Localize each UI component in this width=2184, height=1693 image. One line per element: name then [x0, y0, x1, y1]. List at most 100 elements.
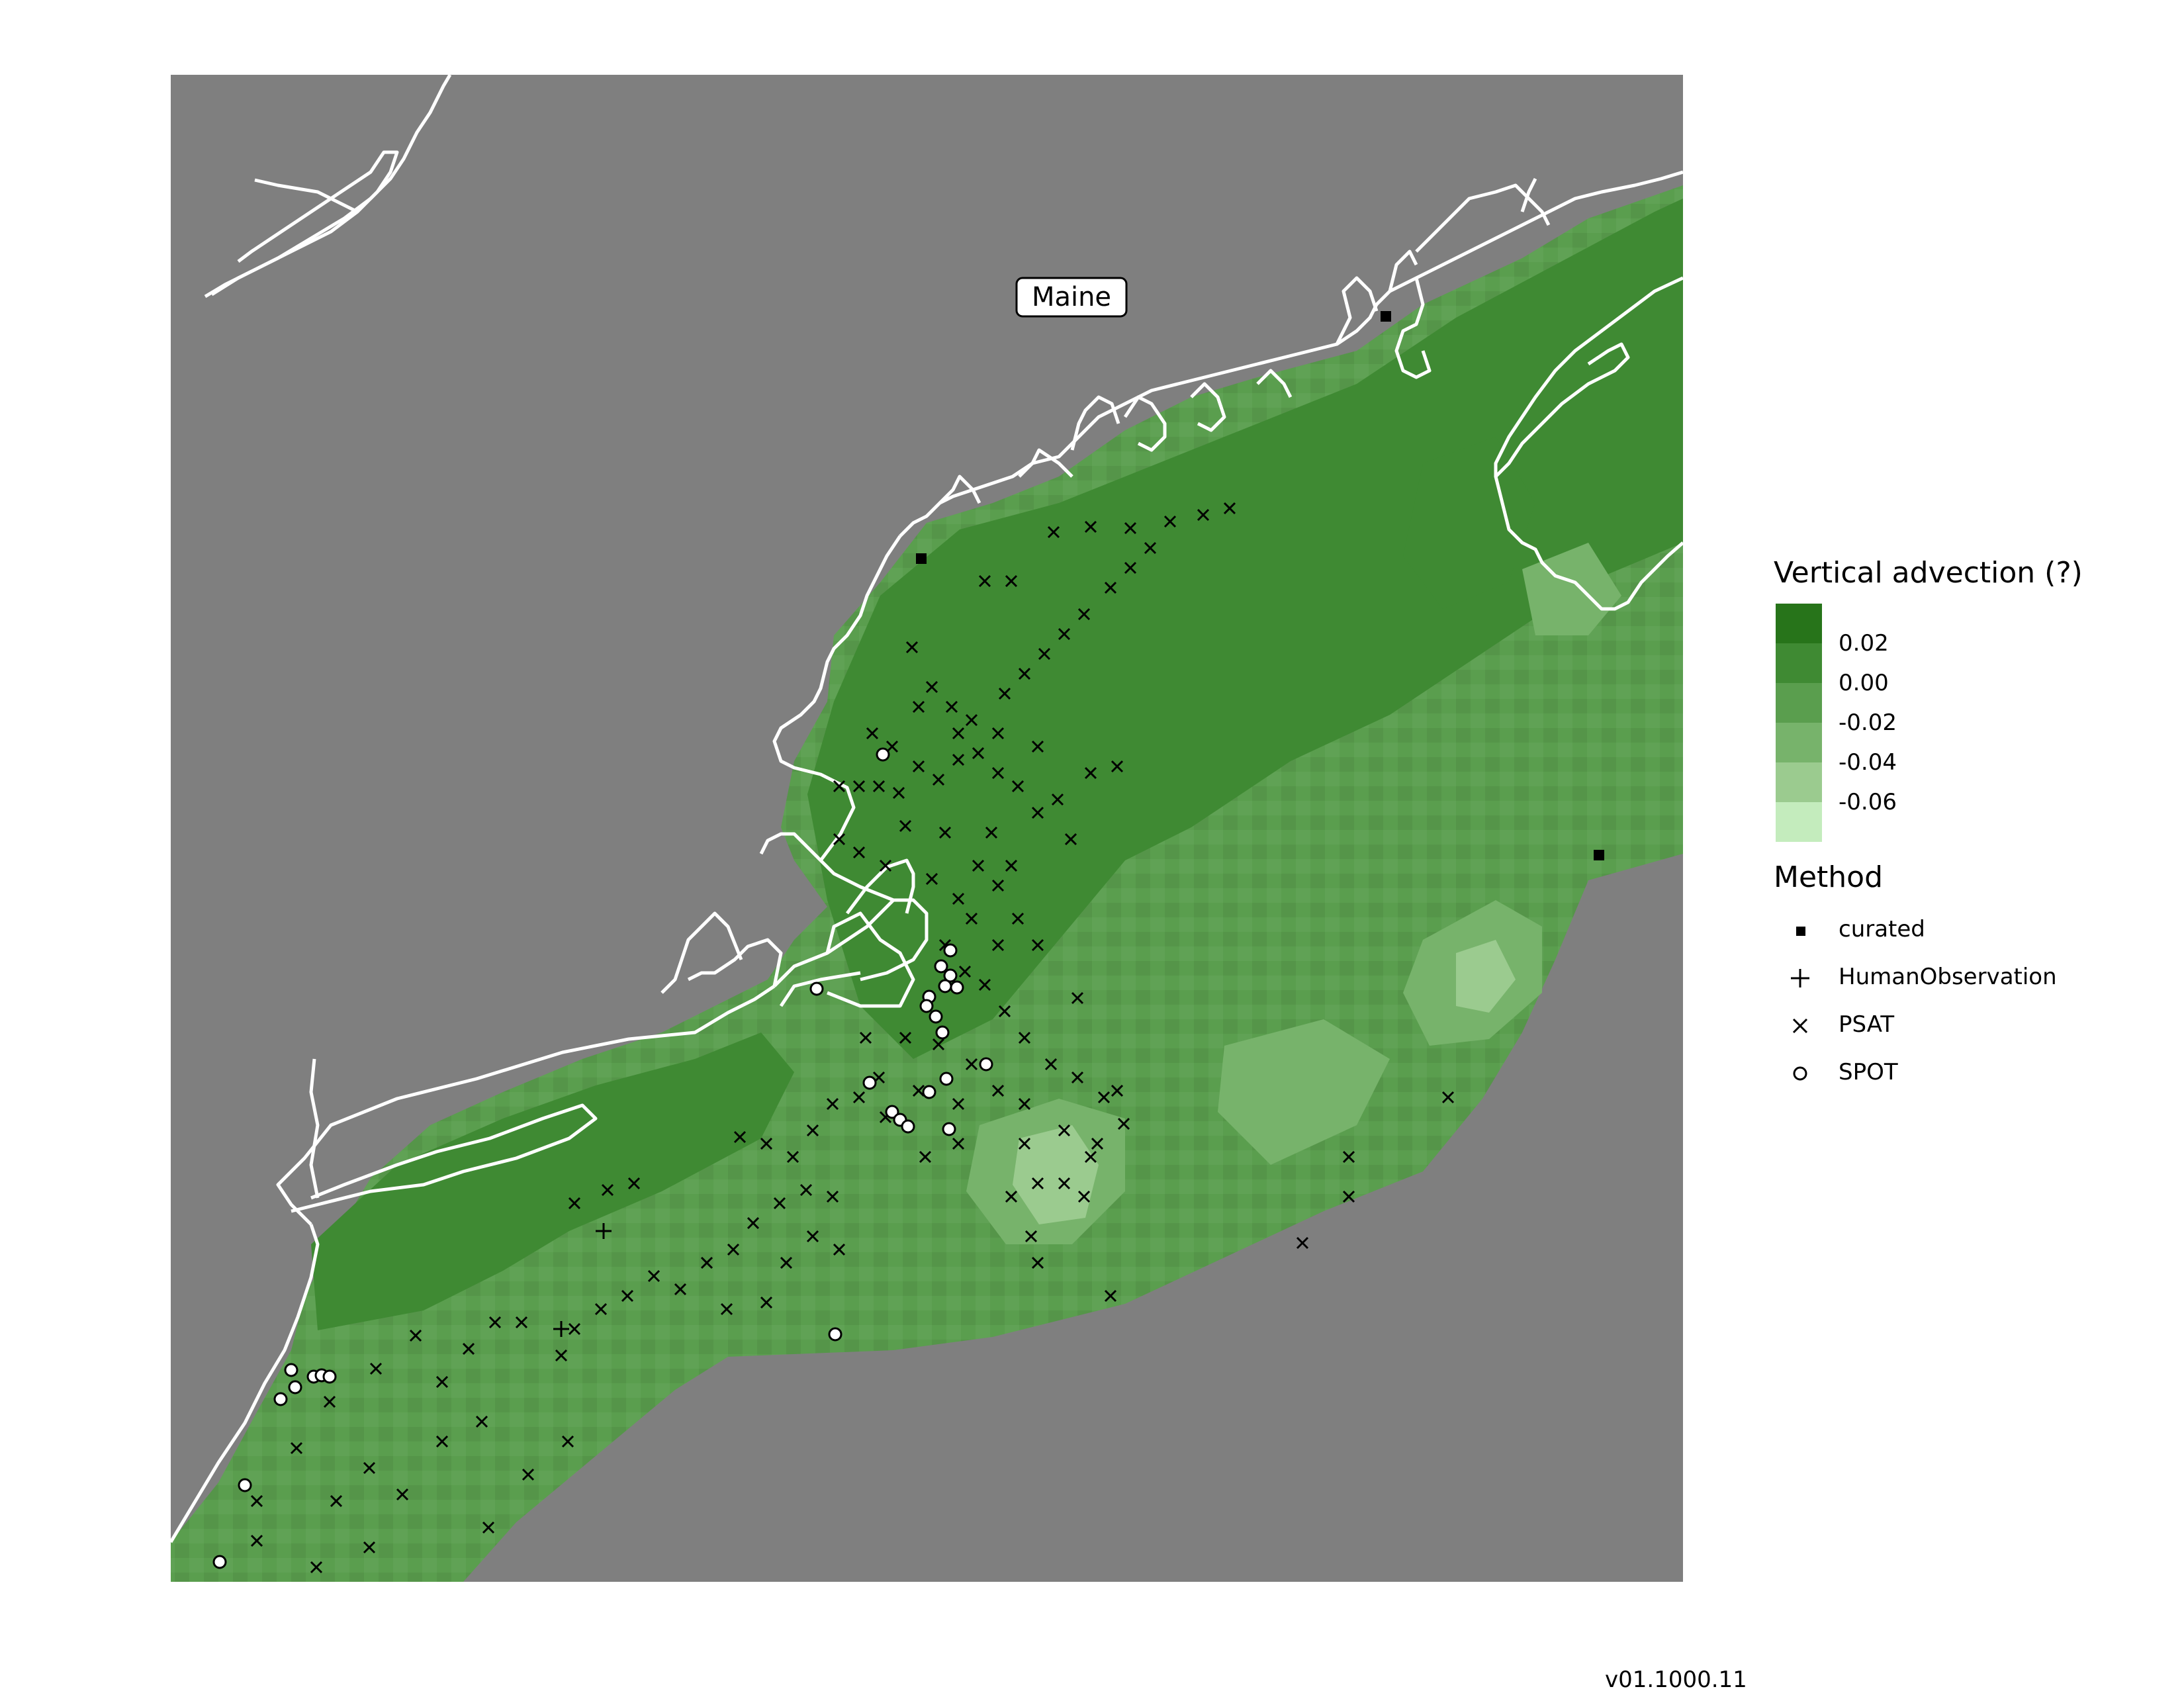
legend-advection-swatch	[1776, 762, 1822, 802]
psat-point	[912, 1084, 925, 1097]
curated-point	[916, 553, 927, 564]
curated-points	[916, 311, 1604, 860]
psat-point	[806, 1124, 819, 1137]
psat-point	[674, 1283, 687, 1296]
psat-point	[1223, 502, 1236, 515]
psat-point	[1071, 991, 1084, 1005]
psat-point	[998, 687, 1011, 700]
psat-point	[330, 1494, 343, 1508]
psat-point	[991, 879, 1005, 892]
psat-point	[363, 1461, 376, 1475]
psat-point	[310, 1561, 323, 1574]
psat-point	[363, 1541, 376, 1554]
psat-point	[290, 1441, 303, 1455]
psat-point	[925, 680, 938, 694]
psat-point	[1342, 1150, 1355, 1164]
psat-point	[1011, 780, 1024, 793]
psat-point	[700, 1256, 713, 1269]
psat-point	[806, 1230, 819, 1243]
psat-point	[1091, 1137, 1104, 1150]
psat-point	[1064, 833, 1077, 846]
spot-point	[929, 1009, 943, 1024]
coastline	[171, 75, 1683, 1543]
psat-point	[1058, 627, 1071, 641]
psat-point	[1104, 1289, 1117, 1303]
psat-point	[1047, 526, 1060, 539]
spot-point	[322, 1369, 337, 1384]
psat-point	[826, 1190, 839, 1203]
psat-point	[733, 1130, 747, 1144]
legend-advection-label: -0.02	[1839, 709, 1897, 736]
psat-point	[462, 1342, 475, 1355]
psat-point	[886, 740, 899, 753]
psat-point	[396, 1488, 409, 1501]
psat-point	[1077, 608, 1091, 621]
spot-point	[876, 747, 890, 762]
psat-point	[872, 780, 886, 793]
psat-point	[1031, 938, 1044, 952]
psat-point	[1111, 760, 1124, 773]
psat-point	[601, 1183, 614, 1197]
spot-point	[828, 1327, 842, 1342]
psat-point	[720, 1303, 733, 1316]
psat-point	[799, 1183, 813, 1197]
psat-point	[1197, 508, 1210, 522]
spot-point	[943, 968, 958, 983]
open-circle-icon	[1787, 1060, 1813, 1087]
psat-point	[409, 1329, 422, 1342]
psat-point	[594, 1303, 608, 1316]
human-observation-point	[553, 1321, 569, 1337]
curated-square-icon	[1787, 917, 1813, 944]
ocean-zone-high	[311, 1032, 794, 1330]
psat-point	[647, 1269, 660, 1283]
legend-advection-label: 0.02	[1839, 630, 1889, 657]
legend-method-human-observation: HumanObservation	[1839, 964, 2057, 990]
version-label: v01.1000.11	[1605, 1667, 1747, 1693]
psat-point	[1163, 515, 1177, 528]
psat-point	[773, 1197, 786, 1210]
psat-point	[919, 1150, 932, 1164]
legend-advection-swatch	[1776, 802, 1822, 842]
psat-point	[1296, 1236, 1309, 1250]
psat-point	[1051, 793, 1064, 806]
psat-point	[250, 1494, 263, 1508]
legend-advection-label: -0.06	[1839, 789, 1897, 815]
legend-method-psat: PSAT	[1839, 1011, 1895, 1038]
psat-point	[991, 766, 1005, 780]
place-label-text: Maine	[1032, 282, 1111, 312]
psat-point	[1005, 574, 1018, 588]
psat-point	[568, 1322, 581, 1336]
spot-point	[919, 999, 934, 1013]
psat-point	[866, 727, 879, 740]
psat-point	[1124, 561, 1137, 574]
psat-point	[475, 1415, 488, 1428]
psat-point	[488, 1316, 502, 1329]
spot-point	[979, 1057, 993, 1072]
cross-icon	[1787, 1013, 1813, 1039]
psat-point	[482, 1521, 495, 1534]
psat-point	[435, 1375, 449, 1389]
spot-point	[862, 1075, 877, 1090]
psat-point	[1441, 1091, 1455, 1104]
psat-point	[965, 713, 978, 727]
psat-point	[978, 574, 991, 588]
psat-point	[522, 1468, 535, 1481]
psat-point	[515, 1316, 528, 1329]
psat-point	[323, 1395, 336, 1408]
psat-point	[1018, 1031, 1031, 1044]
spot-point	[943, 943, 958, 958]
psat-point	[852, 1091, 866, 1104]
psat-point	[1005, 1190, 1018, 1203]
spot-point	[938, 979, 952, 993]
psat-point	[912, 760, 925, 773]
psat-point	[561, 1435, 574, 1448]
spot-point	[273, 1392, 288, 1406]
psat-point	[932, 1038, 945, 1051]
spot-point	[950, 980, 964, 995]
psat-point	[952, 1097, 965, 1111]
spot-point	[935, 1025, 950, 1040]
legend-advection-swatch	[1776, 723, 1822, 762]
psat-point	[1018, 1097, 1031, 1111]
psat-point	[1011, 912, 1024, 925]
spot-point	[809, 982, 824, 996]
